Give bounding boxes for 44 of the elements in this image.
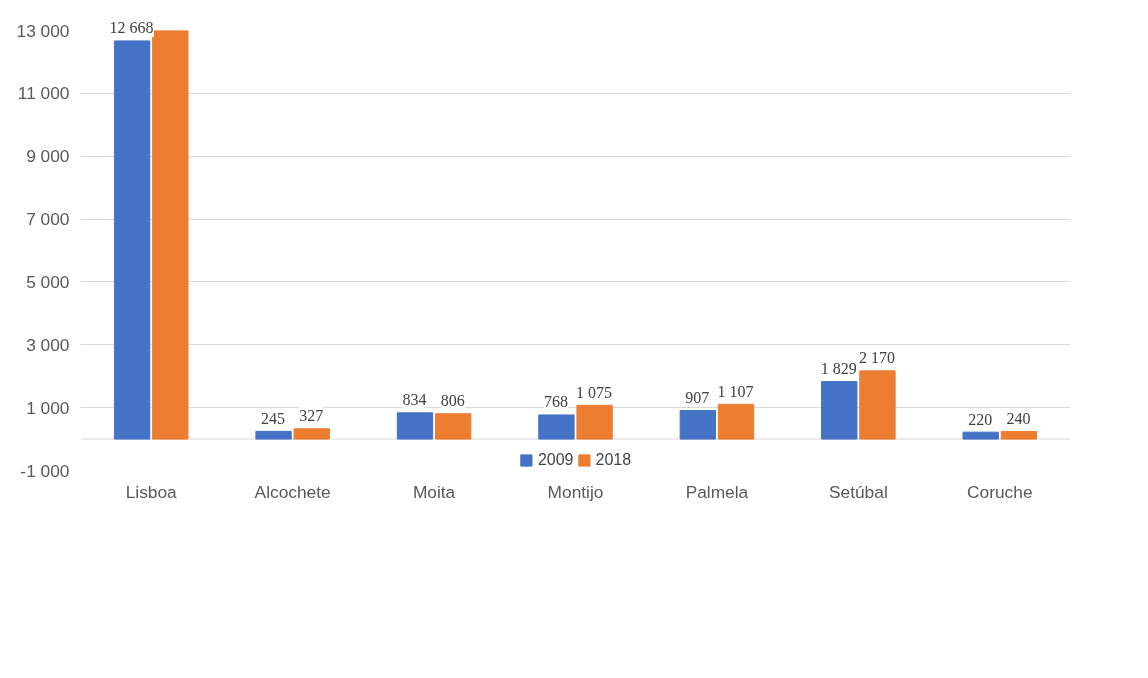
legend-label: 2009 xyxy=(537,451,574,469)
data-label: 220 xyxy=(968,410,993,429)
bar xyxy=(821,381,858,440)
bar xyxy=(113,40,151,440)
x-tick-label: Coruche xyxy=(967,481,1033,502)
bar xyxy=(962,431,999,440)
data-label: 1 075 xyxy=(576,383,613,402)
bar xyxy=(717,403,755,440)
y-tick-label: 9 000 xyxy=(26,146,70,167)
y-tick-label: 13 000 xyxy=(16,20,70,41)
x-tick-label: Alcochete xyxy=(254,481,331,502)
data-label: 768 xyxy=(543,393,568,412)
bar xyxy=(255,430,292,440)
x-tick-label: Moita xyxy=(412,481,456,502)
data-label: 327 xyxy=(299,407,324,426)
bar xyxy=(434,413,472,440)
legend-label: 2018 xyxy=(595,451,632,469)
bar xyxy=(152,30,189,440)
bar xyxy=(538,414,575,440)
bar xyxy=(859,370,896,440)
bar xyxy=(576,404,613,440)
bar xyxy=(679,410,717,440)
x-tick-label: Setúbal xyxy=(828,481,888,502)
x-tick-label: Palmela xyxy=(685,481,749,502)
y-tick-label: 3 000 xyxy=(26,334,70,355)
y-tick-label: 11 000 xyxy=(17,83,70,104)
data-label: 240 xyxy=(1006,410,1031,429)
data-label: 245 xyxy=(261,409,286,428)
bar xyxy=(396,412,434,440)
x-tick-label: Montijo xyxy=(547,481,604,502)
data-label: 1 829 xyxy=(820,360,857,379)
data-label: 834 xyxy=(402,391,427,410)
y-tick-label: -1 000 xyxy=(20,460,70,481)
data-label: 907 xyxy=(685,389,710,408)
data-label: 1 107 xyxy=(717,382,754,401)
data-label: 2 170 xyxy=(858,349,895,368)
y-tick-label: 5 000 xyxy=(26,271,70,292)
bar xyxy=(1000,431,1038,440)
data-label: 806 xyxy=(440,392,465,411)
y-tick-label: 1 000 xyxy=(26,397,70,418)
bar xyxy=(293,428,330,440)
data-label: 12 668 xyxy=(109,19,154,38)
y-tick-label: 7 000 xyxy=(26,209,70,230)
x-tick-label: Lisboa xyxy=(125,481,178,502)
